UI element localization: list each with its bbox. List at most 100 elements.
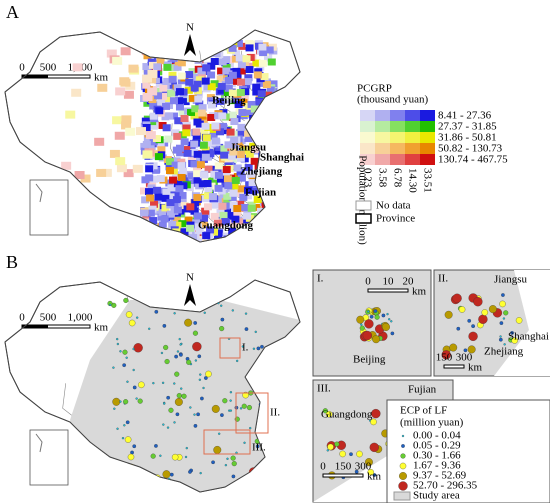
facility-dot <box>126 380 129 383</box>
facility-dot <box>123 297 129 303</box>
inset-scale-bar <box>322 473 364 478</box>
facility-dot <box>360 323 363 326</box>
region-cell <box>186 224 195 232</box>
region-cell <box>240 95 249 103</box>
region-cell <box>255 98 264 106</box>
country-border <box>4 29 301 243</box>
facility-dot <box>162 423 165 426</box>
city-label: Shanghai <box>260 152 304 164</box>
region-cell <box>196 161 205 169</box>
facility-dot <box>192 330 198 336</box>
region-cell <box>249 237 258 242</box>
region-cell <box>162 102 171 110</box>
region-cell <box>162 124 171 132</box>
legend-class: 52.70 - 296.35 <box>413 480 478 492</box>
region-cell <box>256 223 265 231</box>
scale-label: 500 <box>40 312 57 324</box>
region-cell <box>228 71 237 79</box>
region-cell <box>185 71 194 79</box>
region-cell <box>180 237 189 242</box>
region-cell <box>263 212 272 220</box>
region-cell <box>217 67 226 75</box>
region-cell <box>198 104 207 112</box>
region-cell <box>202 134 211 142</box>
north-label: N <box>186 22 194 34</box>
region-cell <box>236 154 245 162</box>
region-cell <box>147 184 156 192</box>
region-cell <box>253 113 262 121</box>
region-cell <box>142 63 151 71</box>
region-cell <box>237 61 246 69</box>
region-cell <box>219 211 228 219</box>
region-cell <box>167 231 176 239</box>
region-cell <box>175 103 184 111</box>
region-cell <box>148 44 157 52</box>
region-cell <box>165 41 174 49</box>
facility-dot <box>249 426 252 430</box>
facility-dot <box>175 412 180 417</box>
inset-scale-bar <box>367 288 409 293</box>
region-cell <box>263 108 272 116</box>
region-cell <box>165 112 174 120</box>
inset-label: III. <box>317 383 331 395</box>
region-cell <box>217 86 226 94</box>
region-cell <box>211 137 220 145</box>
region-cell <box>245 237 254 242</box>
region-cell <box>166 193 175 201</box>
region-cell <box>224 84 233 92</box>
region-cell <box>193 212 202 220</box>
region-cell <box>250 146 259 154</box>
facility-dot <box>349 452 353 457</box>
region-cell <box>229 233 238 241</box>
facility-dot <box>173 421 176 424</box>
inset-scale-bar <box>443 364 465 369</box>
facility-dot <box>211 404 220 413</box>
region-cell <box>232 67 241 75</box>
region-cell <box>156 139 165 147</box>
facility-dot <box>163 402 166 405</box>
region-cell <box>236 150 245 158</box>
region-cell <box>226 56 235 64</box>
region-cell <box>112 56 123 65</box>
place-label: Fujian <box>408 384 437 396</box>
region-cell <box>165 163 174 171</box>
legend-swatch <box>360 143 375 154</box>
region-cell <box>197 67 206 75</box>
region-cell <box>214 184 223 192</box>
facility-dot <box>192 341 202 352</box>
panel-a: AN05001,000kmBeijingJiangsuShanghaiZheji… <box>4 2 508 245</box>
facility-dot <box>449 343 458 352</box>
legend-class: 0.00 - 0.04 <box>413 430 461 442</box>
region-cell <box>244 74 253 82</box>
region-cell <box>142 74 153 83</box>
region-cell <box>165 166 174 174</box>
region-cell <box>194 238 203 242</box>
region-cell <box>152 135 161 143</box>
facility-dot <box>119 350 122 353</box>
facility-dot <box>235 451 238 454</box>
facility-dot <box>371 408 381 419</box>
facility-dot <box>121 437 125 440</box>
facility-dot <box>467 345 476 354</box>
region-cell <box>237 123 246 131</box>
region-cell <box>177 72 186 80</box>
region-cell <box>230 136 239 144</box>
region-cell <box>217 82 226 90</box>
facility-dot <box>390 320 393 323</box>
facility-dot <box>265 386 268 389</box>
region-cell <box>267 115 276 123</box>
region-cell <box>152 208 161 216</box>
region-cell <box>199 171 208 179</box>
region-cell <box>231 176 240 184</box>
inset-scale-unit: km <box>367 471 382 483</box>
facility-dot <box>452 293 462 303</box>
region-cell <box>193 42 202 50</box>
region-cell <box>245 40 254 48</box>
region-cell <box>120 47 131 56</box>
inset-scale-label: 150 <box>335 461 352 473</box>
legend-swatch <box>405 132 420 143</box>
region-cell <box>168 220 177 228</box>
region-cell <box>206 150 215 158</box>
facility-dot <box>200 396 204 401</box>
facility-dot <box>327 443 334 451</box>
